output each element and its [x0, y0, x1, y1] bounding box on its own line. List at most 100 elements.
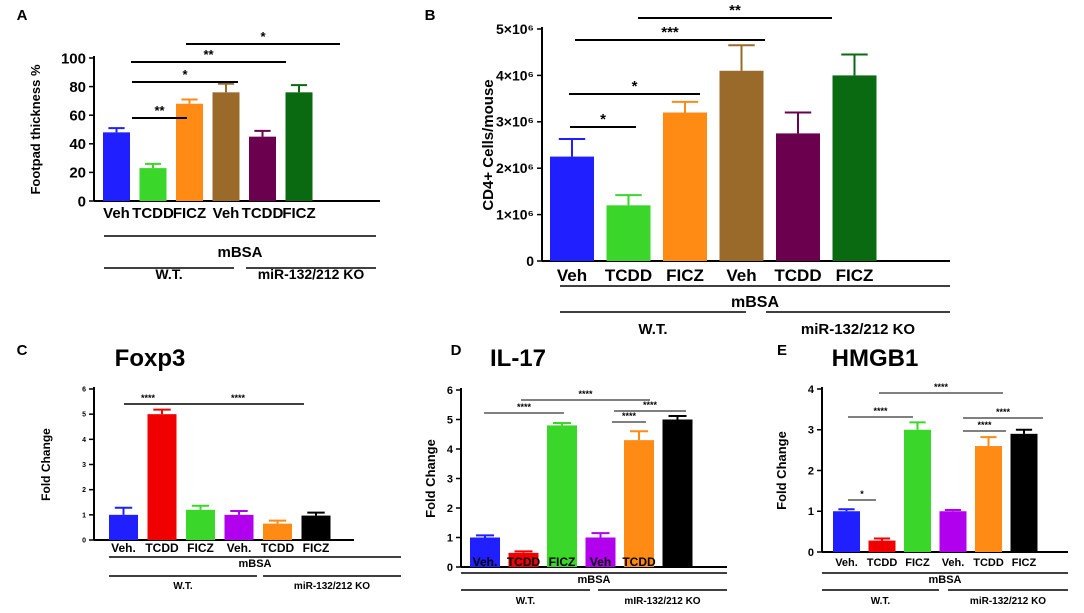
panel-a-y-tick-label: 0 [78, 193, 86, 210]
panel-c-category-label: FICZ [187, 541, 214, 555]
panel-c-significance-label: **** [141, 393, 156, 403]
panel-b-bar [719, 70, 764, 261]
panel-d-bar [508, 552, 539, 567]
panel-e-category-label: Veh. [942, 557, 965, 569]
panel-e-y-tick-label: 0 [808, 547, 814, 559]
panel-c-bar [263, 523, 292, 540]
panel-a-y-tick-label: 60 [69, 107, 86, 124]
panel-d-category-label: TCDD [622, 555, 656, 569]
panel-a-bar [249, 136, 276, 201]
panel-e-significance-label: * [860, 489, 864, 499]
panel-d-y-tick-label: 5 [447, 414, 453, 426]
panel-c-y-tick-label: 4 [82, 437, 86, 444]
panel-b-significance-label: *** [661, 24, 679, 41]
panel-e-significance-label: **** [996, 407, 1011, 417]
panel-b-bar [663, 112, 707, 262]
panel-e-y-tick-label: 2 [808, 465, 814, 477]
panel-e-subgroup-label: miR-132/212 KO [970, 596, 1046, 607]
panel-d-category-label: FICZ [664, 555, 691, 569]
panel-b-y-tick-label: 0 [526, 253, 534, 269]
panel-a-y-tick-label: 80 [69, 79, 86, 96]
panel-e-category-label: TCDD [867, 557, 898, 569]
panel-d-y-tick-label: 3 [447, 473, 453, 485]
panel-e-y-axis-label: Fold Change [774, 431, 789, 510]
panel-b-subgroup-label: W.T. [638, 321, 667, 338]
panel-c-category-label: TCDD [261, 541, 295, 555]
panel-c-category-label: FICZ [303, 541, 330, 555]
panel-b-bar [606, 205, 651, 261]
panel-b-significance-label: ** [729, 2, 741, 19]
panel-a-y-tick-label: 100 [61, 50, 86, 67]
panel-c-letter: C [17, 342, 28, 359]
panel-a-bar [176, 103, 203, 201]
panel-a-significance-label: ** [203, 47, 214, 62]
panel-a-bar [212, 92, 240, 201]
panel-d-bar [470, 537, 500, 567]
panel-b-significance-label: * [632, 78, 638, 95]
panel-d-bar [662, 419, 693, 567]
panel-c-significance-label: **** [231, 393, 246, 403]
panel-a-category-label: Veh [103, 205, 130, 222]
panel-b-y-tick-label: 1×10⁶ [496, 207, 534, 223]
panel-a-letter: A [17, 7, 28, 24]
panel-a-significance-label: ** [154, 103, 165, 118]
panel-a-subgroup-label: W.T. [155, 266, 182, 282]
panel-d-category-label: Veh [590, 555, 611, 569]
panel-c-subgroup-label: miR-132/212 KO [294, 581, 370, 592]
panel-c-y-axis-label: Fold Change [39, 428, 53, 501]
panel-e-category-label: Veh. [835, 557, 858, 569]
panel-d-category-label: TCDD [507, 555, 541, 569]
panel-c-y-tick-label: 5 [82, 412, 86, 419]
panel-e-bar [868, 540, 896, 552]
panel-a-significance-label: * [182, 67, 188, 82]
panel-c-category-label: TCDD [145, 541, 179, 555]
panel-a-category-label: Veh [213, 205, 240, 222]
panel-e-title: HMGB1 [832, 345, 919, 372]
panel-a-category-label: FICZ [282, 205, 315, 222]
panel-a-category-label: TCDD [242, 205, 284, 222]
panel-d-y-tick-label: 6 [447, 385, 453, 397]
panel-b-category-label: FICZ [836, 266, 874, 285]
panel-e-y-tick-label: 3 [808, 425, 814, 437]
panel-e-bar [939, 511, 967, 552]
panel-b-significance-label: * [600, 111, 606, 128]
panel-d-significance-label: **** [622, 411, 637, 421]
panel-e-letter: E [777, 342, 787, 359]
panel-c-title: Foxp3 [115, 345, 186, 372]
panel-d-category-label: FICZ [549, 555, 576, 569]
panel-a-y-tick-label: 20 [69, 165, 86, 182]
panel-e-bar [1010, 433, 1038, 552]
panel-e-significance-label: **** [934, 382, 949, 392]
panel-a-y-tick-label: 40 [69, 136, 86, 153]
panel-a-y-axis-label: Footpad thickness % [28, 64, 43, 194]
panel-d-bar [547, 425, 577, 567]
panel-b-letter: B [425, 7, 436, 24]
panel-d-category-label: Veh. [473, 555, 498, 569]
panel-c-bar [224, 514, 254, 540]
panel-a-significance-label: * [260, 29, 266, 44]
panel-b-y-tick-label: 5×10⁶ [496, 21, 534, 37]
panel-c-y-tick-label: 2 [82, 487, 86, 494]
panel-d-significance-label: **** [643, 400, 658, 410]
panel-d-y-axis-label: Fold Change [423, 439, 438, 518]
panel-c-group-label: mBSA [238, 558, 271, 570]
panel-d-significance-label: **** [517, 402, 532, 412]
panel-c-category-label: Veh. [111, 541, 136, 555]
panel-a-bar [103, 132, 130, 201]
panel-d-bar [624, 440, 654, 567]
panel-d-bar [585, 537, 616, 567]
panel-e-bar [833, 511, 860, 552]
panel-b-y-tick-label: 4×10⁶ [496, 67, 534, 83]
panel-b-bar [776, 133, 820, 261]
panel-c-bar [186, 509, 215, 540]
panel-a-bar [285, 92, 313, 201]
panel-b-subgroup-label: miR-132/212 KO [801, 321, 916, 338]
panel-b-y-axis-label: CD4+ Cells/mouse [480, 79, 497, 210]
panel-b-y-tick-label: 2×10⁶ [496, 160, 534, 176]
panel-a-category-label: FICZ [173, 205, 206, 222]
panel-d-title: IL-17 [490, 345, 546, 372]
panel-c-subgroup-label: W.T. [173, 581, 193, 592]
panel-c-bar [301, 515, 331, 540]
panel-a-bar [139, 168, 167, 201]
